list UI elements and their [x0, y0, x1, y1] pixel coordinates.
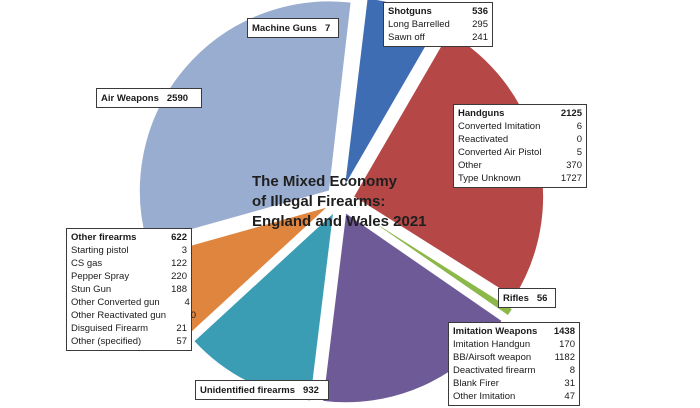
label-box-header: Handguns 2125 — [458, 107, 582, 120]
category-total: 2590 — [166, 92, 189, 104]
breakdown-row: Reactivated 0 — [458, 133, 582, 146]
breakdown-value: 21 — [176, 323, 187, 334]
breakdown-label: Other Imitation — [453, 391, 516, 402]
breakdown-row: Converted Imitation 6 — [458, 120, 582, 133]
pie-slice-rifles — [351, 207, 514, 317]
breakdown-value: 8 — [569, 365, 575, 376]
breakdown-value: 31 — [564, 378, 575, 389]
label-box-imitation-weapons: Imitation Weapons 1438 Imitation Handgun 17… — [448, 322, 580, 406]
category-total: 7 — [324, 22, 331, 34]
breakdown-row: BB/Airsoft weapon 1182 — [453, 351, 575, 364]
breakdown-value: 370 — [566, 160, 582, 171]
chart-title-line-3: England and Wales 2021 — [252, 213, 427, 230]
category-name: Shotguns — [388, 6, 432, 17]
category-name: Unidentified firearms — [200, 384, 296, 396]
breakdown-label: Other Reactivated gun — [71, 310, 167, 321]
breakdown-row: Converted Air Pistol 5 — [458, 146, 582, 159]
category-total: 932 — [303, 384, 319, 396]
breakdown-label: Other (specified) — [71, 336, 142, 347]
category-name: Air Weapons — [101, 92, 159, 104]
breakdown-label: Pepper Spray — [71, 271, 130, 282]
breakdown-label: Other — [458, 160, 482, 171]
breakdown-row: Other (specified) 57 — [71, 335, 187, 348]
category-name: Machine Guns — [252, 22, 317, 34]
breakdown-label: Deactivated firearm — [453, 365, 536, 376]
chart-title: The Mixed Economy of Illegal Firearms: E… — [252, 172, 432, 232]
category-name: Rifles — [503, 292, 529, 304]
breakdown-value: 6 — [576, 121, 582, 132]
breakdown-label: CS gas — [71, 258, 103, 269]
label-box-other-firearms: Other firearms 622 Starting pistol 3 CS gas 1… — [66, 228, 196, 351]
chart-title-line-2: of Illegal Firearms: — [252, 193, 386, 210]
breakdown-value: 4 — [184, 297, 190, 308]
breakdown-label: Stun Gun — [71, 284, 112, 295]
breakdown-value: 220 — [171, 271, 187, 282]
breakdown-row: Pepper Spray 220 — [71, 270, 187, 283]
breakdown-value: 188 — [171, 284, 187, 295]
breakdown-value: 1727 — [560, 173, 582, 184]
breakdown-value: 1182 — [554, 352, 575, 363]
label-box-air-weapons: Air Weapons 2590 — [96, 88, 202, 108]
category-total: 622 — [171, 232, 187, 243]
breakdown-label: Sawn off — [388, 32, 425, 43]
category-name: Imitation Weapons — [453, 326, 538, 337]
category-total: 56 — [536, 292, 548, 304]
label-box-rifles: Rifles 56 — [498, 288, 556, 308]
label-box-header: Other firearms 622 — [71, 231, 187, 244]
pie-slice-air-weapons — [138, 0, 352, 243]
label-box-header: Shotguns 536 — [388, 5, 488, 18]
breakdown-row: Type Unknown 1727 — [458, 172, 582, 185]
breakdown-label: Long Barrelled — [388, 19, 450, 30]
breakdown-value: 295 — [472, 19, 488, 30]
breakdown-row: Sawn off 241 — [388, 31, 488, 44]
category-total: 1438 — [553, 326, 575, 337]
breakdown-value: 57 — [176, 336, 187, 347]
breakdown-label: Imitation Handgun — [453, 339, 531, 350]
label-box-shotguns: Shotguns 536 Long Barrelled 295 Sawn off 241 — [383, 2, 493, 47]
breakdown-label: Blank Firer — [453, 378, 499, 389]
breakdown-row: Other Reactivated gun 0 — [71, 309, 196, 322]
breakdown-label: Starting pistol — [71, 245, 129, 256]
breakdown-label: BB/Airsoft weapon — [453, 352, 532, 363]
breakdown-value: 5 — [576, 147, 582, 158]
breakdown-label: Reactivated — [458, 134, 509, 145]
breakdown-row: Other 370 — [458, 159, 582, 172]
breakdown-row: Long Barrelled 295 — [388, 18, 488, 31]
label-box-header: Imitation Weapons 1438 — [453, 325, 575, 338]
label-box-machine-guns: Machine Guns 7 — [247, 18, 339, 38]
breakdown-row: Blank Firer 31 — [453, 377, 575, 390]
pie-slice-machine-guns — [341, 0, 365, 187]
breakdown-row: Deactivated firearm 8 — [453, 364, 575, 377]
breakdown-value: 3 — [181, 245, 187, 256]
breakdown-row: Imitation Handgun 170 — [453, 338, 575, 351]
breakdown-value: 122 — [171, 258, 187, 269]
breakdown-label: Converted Air Pistol — [458, 147, 542, 158]
category-total: 2125 — [560, 108, 582, 119]
breakdown-row: Other Converted gun 4 — [71, 296, 190, 309]
breakdown-row: Stun Gun 188 — [71, 283, 187, 296]
breakdown-row: Starting pistol 3 — [71, 244, 187, 257]
breakdown-label: Converted Imitation — [458, 121, 541, 132]
label-box-handguns: Handguns 2125 Converted Imitation 6 Reactiva… — [453, 104, 587, 188]
breakdown-value: 241 — [472, 32, 488, 43]
label-box-unidentified-firearms: Unidentified firearms 932 — [195, 380, 329, 400]
category-total: 536 — [472, 6, 488, 17]
breakdown-value: 0 — [190, 310, 197, 321]
breakdown-value: 47 — [564, 391, 575, 402]
breakdown-value: 0 — [576, 134, 582, 145]
breakdown-label: Other Converted gun — [71, 297, 160, 308]
breakdown-label: Type Unknown — [458, 173, 521, 184]
breakdown-row: Other Imitation 47 — [453, 390, 575, 403]
category-name: Other firearms — [71, 232, 137, 243]
breakdown-row: CS gas 122 — [71, 257, 187, 270]
breakdown-label: Disguised Firearm — [71, 323, 149, 334]
chart-title-line-1: The Mixed Economy — [252, 173, 398, 190]
category-name: Handguns — [458, 108, 505, 119]
breakdown-value: 170 — [559, 339, 575, 350]
breakdown-row: Disguised Firearm 21 — [71, 322, 187, 335]
